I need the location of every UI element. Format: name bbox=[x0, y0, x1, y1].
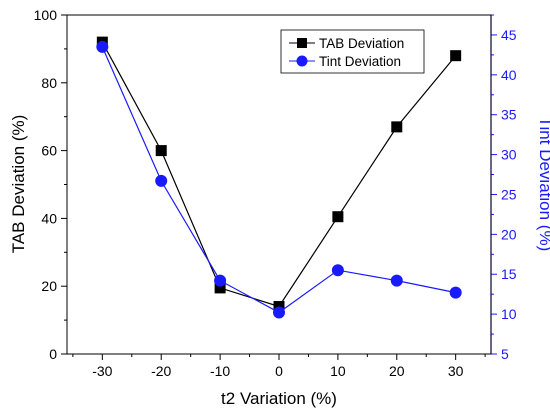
left-y-axis-title: TAB Deviation (%) bbox=[9, 115, 28, 254]
left-tick-label: 80 bbox=[41, 75, 57, 91]
x-tick-label: 0 bbox=[275, 363, 283, 379]
right-y-axis: 5 10 15 20 25 30 35 40 45 bbox=[490, 14, 517, 362]
data-point-tint-deviation bbox=[96, 40, 109, 53]
left-tick-label: 60 bbox=[41, 143, 57, 159]
data-point-tab-deviation bbox=[155, 145, 167, 157]
right-tick-label: 15 bbox=[501, 266, 517, 282]
left-tick-label: 40 bbox=[41, 210, 57, 226]
legend-label-tint: Tint Deviation bbox=[319, 54, 401, 69]
data-point-tint-deviation bbox=[331, 264, 344, 277]
legend: TAB Deviation Tint Deviation bbox=[280, 29, 425, 74]
right-tick-label: 20 bbox=[501, 226, 517, 242]
data-point-tab-deviation bbox=[214, 282, 226, 294]
left-tick-label: 0 bbox=[49, 346, 57, 362]
data-point-tint-deviation bbox=[214, 274, 227, 287]
right-y-axis-title: Tint Deviation (%) bbox=[536, 117, 550, 251]
legend-box bbox=[280, 29, 425, 74]
data-point-tint-deviation bbox=[155, 174, 168, 187]
legend-marker-tint bbox=[296, 55, 308, 67]
right-tick-label: 25 bbox=[501, 186, 517, 202]
plot-frame bbox=[66, 14, 492, 355]
data-point-tab-deviation bbox=[332, 211, 344, 223]
data-point-tab-deviation bbox=[450, 50, 462, 62]
left-tick-label: 20 bbox=[41, 278, 57, 294]
right-tick-label: 5 bbox=[501, 346, 509, 362]
series-line-tab-deviation bbox=[101, 41, 457, 308]
x-tick-label: 20 bbox=[389, 363, 405, 379]
data-point-tab-deviation bbox=[391, 121, 403, 133]
x-tick-label: 30 bbox=[448, 363, 464, 379]
series-layer bbox=[96, 36, 462, 319]
legend-label-tab: TAB Deviation bbox=[319, 36, 404, 51]
right-tick-label: 40 bbox=[501, 67, 517, 83]
x-tick-label: 10 bbox=[330, 363, 346, 379]
x-tick-label: -20 bbox=[151, 363, 171, 379]
x-axis-title: t2 Variation (%) bbox=[221, 389, 337, 408]
data-point-tint-deviation bbox=[449, 286, 462, 299]
x-axis: -30 -20 -10 0 10 20 30 bbox=[72, 354, 486, 379]
right-tick-label: 45 bbox=[501, 27, 517, 43]
x-tick-label: -10 bbox=[210, 363, 230, 379]
x-tick-label: -30 bbox=[92, 363, 112, 379]
data-point-tint-deviation bbox=[273, 306, 285, 319]
legend-marker-tab bbox=[297, 38, 307, 48]
right-tick-label: 30 bbox=[501, 147, 517, 163]
series-line-tint-deviation bbox=[101, 46, 456, 314]
left-y-axis: 0 20 40 60 80 100 bbox=[34, 7, 67, 362]
left-tick-label: 100 bbox=[34, 7, 58, 23]
right-tick-label: 35 bbox=[501, 107, 517, 123]
right-tick-label: 10 bbox=[501, 306, 517, 322]
data-point-tint-deviation bbox=[390, 274, 403, 287]
